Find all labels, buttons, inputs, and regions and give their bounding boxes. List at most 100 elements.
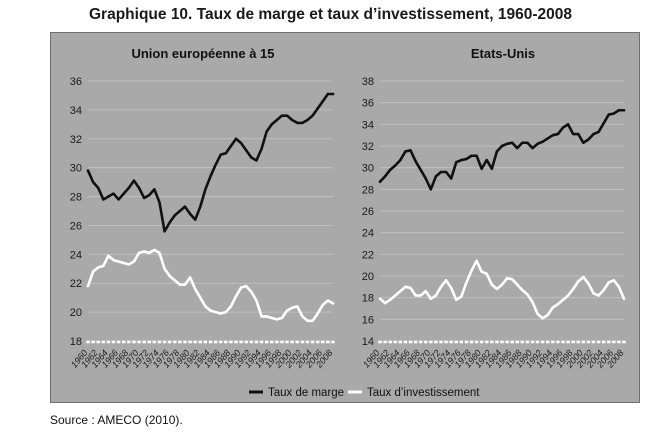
y-tick-label-us-16: 16 <box>362 314 374 326</box>
data-point-eu15-marge-1962 <box>97 186 100 190</box>
data-point-us-invest-2008 <box>622 297 626 300</box>
data-point-us-invest-1983 <box>495 287 499 291</box>
data-point-eu15-marge-1988 <box>229 144 233 148</box>
y-tick-label-eu15-24: 24 <box>70 249 82 261</box>
data-point-us-invest-1964 <box>399 289 402 293</box>
data-point-us-marge-1960 <box>378 180 382 183</box>
data-point-eu15-invest-1976 <box>168 274 171 278</box>
data-point-us-invest-1961 <box>383 301 387 305</box>
data-point-eu15-invest-1990 <box>239 286 243 289</box>
data-point-eu15-marge-1986 <box>219 153 222 156</box>
data-point-eu15-invest-2001 <box>296 305 299 308</box>
data-point-eu15-marge-1993 <box>255 159 258 162</box>
data-point-us-marge-1982 <box>490 167 494 170</box>
data-point-eu15-marge-1969 <box>132 179 136 182</box>
data-point-eu15-marge-1961 <box>91 180 95 184</box>
y-tick-label-eu15-28: 28 <box>70 192 82 204</box>
legend-label-taux-investissement: Taux d’investissement <box>367 387 480 399</box>
data-point-eu15-marge-1981 <box>193 218 197 221</box>
data-point-us-invest-1982 <box>490 283 494 286</box>
data-point-eu15-invest-2000 <box>290 306 294 309</box>
data-point-eu15-invest-1993 <box>255 299 258 302</box>
data-point-eu15-marge-1966 <box>117 198 120 201</box>
data-point-eu15-marge-1976 <box>168 221 171 224</box>
data-point-eu15-invest-1981 <box>193 287 197 291</box>
data-point-eu15-invest-1973 <box>153 248 156 252</box>
figure-title: Graphique 10. Taux de marge et taux d’in… <box>89 6 572 23</box>
data-point-us-marge-1965 <box>404 150 407 153</box>
data-point-eu15-invest-1962 <box>97 266 100 269</box>
data-point-eu15-invest-1998 <box>280 316 284 320</box>
data-point-us-marge-1968 <box>419 168 422 172</box>
data-point-us-invest-1986 <box>510 278 514 281</box>
data-point-us-marge-1998 <box>571 132 575 136</box>
data-point-eu15-marge-1979 <box>183 205 187 208</box>
y-tick-label-us-24: 24 <box>362 228 374 240</box>
data-point-eu15-invest-1974 <box>158 251 161 255</box>
chart-panel-eu15: Union européenne à 15 18 20 22 24 26 28 30 32 34 3… <box>69 46 335 370</box>
data-point-us-invest-1974 <box>449 286 453 290</box>
data-point-us-invest-1989 <box>526 293 529 296</box>
source-note: Source : AMECO (2010). <box>50 413 183 427</box>
y-tick-label-eu15-32: 32 <box>70 134 82 146</box>
data-point-eu15-marge-1998 <box>280 114 284 117</box>
data-point-us-marge-2006 <box>612 112 616 115</box>
data-point-us-marge-2008 <box>622 109 626 112</box>
data-point-eu15-invest-2006 <box>321 303 324 307</box>
data-point-us-invest-1987 <box>516 283 519 286</box>
figure-panel: Union européenne à 15 18 20 22 24 26 28 30 32 34 3… <box>50 32 640 403</box>
data-point-eu15-invest-1972 <box>148 251 151 255</box>
data-point-eu15-invest-1975 <box>163 267 166 270</box>
data-point-eu15-marge-1990 <box>239 141 243 145</box>
data-point-eu15-invest-2002 <box>301 315 304 318</box>
legend-label-taux-de-marge: Taux de marge <box>268 387 344 399</box>
data-point-eu15-invest-1982 <box>199 296 202 299</box>
data-point-eu15-marge-1978 <box>178 209 182 213</box>
data-point-eu15-marge-1995 <box>265 130 268 133</box>
data-point-us-marge-1966 <box>409 149 412 152</box>
data-point-us-invest-2006 <box>612 279 616 282</box>
data-point-eu15-invest-1996 <box>270 316 273 320</box>
data-point-us-marge-1989 <box>526 141 529 144</box>
data-point-us-marge-1972 <box>439 170 443 174</box>
data-point-eu15-invest-2004 <box>311 319 314 322</box>
data-point-eu15-marge-1975 <box>163 230 166 233</box>
data-point-us-marge-1999 <box>577 132 580 136</box>
data-point-us-invest-1981 <box>485 272 488 276</box>
data-point-us-marge-1983 <box>495 150 499 153</box>
data-point-eu15-invest-1966 <box>117 260 120 263</box>
data-point-eu15-marge-1985 <box>214 163 217 166</box>
data-point-us-invest-1994 <box>551 306 555 309</box>
data-point-us-marge-1995 <box>556 132 560 136</box>
data-point-us-marge-1970 <box>429 188 433 191</box>
y-tick-label-us-28: 28 <box>362 184 374 196</box>
data-point-us-invest-2004 <box>602 288 605 292</box>
data-point-us-marge-1964 <box>399 158 402 162</box>
y-tick-label-eu15-26: 26 <box>70 220 82 232</box>
data-point-eu15-marge-1999 <box>285 114 289 117</box>
data-point-us-invest-1971 <box>434 294 438 297</box>
data-point-us-marge-1985 <box>505 142 509 146</box>
data-point-eu15-marge-1964 <box>107 195 110 198</box>
data-point-eu15-invest-2007 <box>326 299 330 302</box>
data-point-us-invest-2003 <box>597 294 600 297</box>
data-point-eu15-marge-2008 <box>331 92 335 96</box>
data-point-us-invest-1967 <box>414 294 417 297</box>
data-point-eu15-marge-1965 <box>112 192 115 195</box>
data-point-eu15-invest-1997 <box>275 318 279 321</box>
y-tick-label-eu15-36: 36 <box>70 76 82 88</box>
y-tick-label-eu15-34: 34 <box>70 105 82 117</box>
data-point-eu15-marge-2005 <box>316 107 319 110</box>
chart-panel-us: Etats-Unis141618202224262830323436381960… <box>361 46 626 370</box>
data-point-us-invest-1976 <box>460 295 463 298</box>
data-point-us-invest-1990 <box>531 300 534 304</box>
data-point-eu15-invest-1961 <box>91 270 95 273</box>
y-tick-label-us-22: 22 <box>362 249 374 261</box>
data-point-eu15-marge-1987 <box>224 152 228 155</box>
data-point-us-invest-1998 <box>571 287 575 291</box>
data-point-us-invest-1970 <box>429 297 433 300</box>
data-point-eu15-invest-1960 <box>86 284 90 288</box>
data-point-us-invest-2002 <box>592 292 595 295</box>
data-point-eu15-marge-2002 <box>301 121 304 125</box>
data-point-us-marge-2001 <box>587 138 590 141</box>
